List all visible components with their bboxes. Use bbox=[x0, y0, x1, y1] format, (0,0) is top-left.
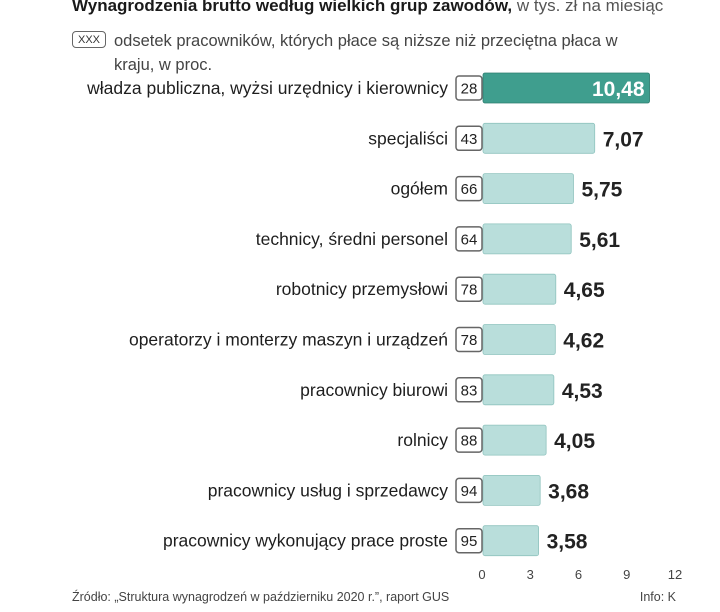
bar bbox=[481, 473, 543, 508]
x-tick-label: 12 bbox=[668, 567, 682, 582]
bar-outline bbox=[482, 223, 572, 255]
percent-label: 94 bbox=[461, 483, 478, 500]
value-label: 4,53 bbox=[562, 380, 603, 403]
legend-text: odsetek pracowników, których płace są ni… bbox=[114, 32, 618, 74]
percent-box bbox=[455, 427, 483, 453]
bar-outline bbox=[482, 474, 541, 506]
x-tick-label: 9 bbox=[623, 567, 630, 582]
bar bbox=[481, 322, 558, 357]
percent-label: 66 bbox=[461, 181, 478, 198]
category-label: władza publiczna, wyżsi urzędnicy i kier… bbox=[86, 78, 448, 98]
value-label: 7,07 bbox=[603, 128, 644, 151]
percent-box bbox=[455, 226, 483, 252]
chart-title-bold: Wynagrodzenia brutto według wielkich gru… bbox=[72, 0, 513, 15]
percent-label: 78 bbox=[461, 332, 478, 349]
credit-note: Info: K bbox=[639, 590, 676, 604]
percent-label: 78 bbox=[461, 282, 478, 299]
percent-label: 95 bbox=[461, 533, 478, 550]
percent-label: 88 bbox=[461, 433, 478, 450]
bar-outline bbox=[482, 525, 539, 557]
value-label: 3,68 bbox=[548, 480, 589, 503]
value-label: 3,58 bbox=[547, 531, 588, 554]
legend-box-sample: XXX bbox=[72, 31, 106, 48]
value-label: 4,62 bbox=[563, 330, 604, 353]
bar-outline bbox=[482, 273, 557, 305]
category-label: ogółem bbox=[391, 179, 448, 199]
percent-label: 43 bbox=[461, 131, 478, 148]
bar-outline bbox=[482, 173, 574, 205]
percent-label: 28 bbox=[461, 81, 478, 98]
category-label: pracownicy usług i sprzedawcy bbox=[208, 480, 448, 500]
bar bbox=[481, 272, 558, 307]
bar-outline bbox=[482, 324, 556, 355]
value-label: 5,75 bbox=[581, 179, 622, 202]
source-note: Źródło: „Struktura wynagrodzeń w paździe… bbox=[72, 590, 450, 604]
percent-box bbox=[455, 175, 483, 202]
bar-outline bbox=[482, 72, 650, 104]
value-label: 5,61 bbox=[579, 229, 620, 252]
category-label: specjaliści bbox=[368, 128, 448, 148]
percent-box bbox=[455, 276, 483, 302]
category-label: operatorzy i monterzy maszyn i urządzeń bbox=[129, 330, 448, 350]
bar bbox=[481, 121, 597, 156]
value-label: 10,48 bbox=[592, 78, 645, 101]
percent-box bbox=[455, 377, 483, 403]
percent-box bbox=[455, 527, 483, 554]
category-label: rolnicy bbox=[397, 430, 448, 450]
x-tick-label: 3 bbox=[527, 567, 534, 582]
chart-title-unit: w tys. zł na miesiąc bbox=[512, 0, 664, 15]
bar bbox=[481, 221, 574, 256]
percent-box bbox=[455, 326, 483, 353]
category-label: technicy, średni personel bbox=[256, 229, 448, 249]
bar-outline bbox=[482, 374, 555, 406]
category-label: robotnicy przemysłowi bbox=[276, 279, 448, 299]
bar bbox=[481, 423, 549, 458]
percent-label: 83 bbox=[461, 382, 478, 399]
x-tick-label: 6 bbox=[575, 567, 582, 582]
x-tick-label: 0 bbox=[478, 567, 485, 582]
bar bbox=[481, 171, 576, 206]
percent-box bbox=[455, 75, 483, 101]
bar bbox=[481, 372, 556, 407]
bar-outline bbox=[482, 122, 596, 154]
percent-box bbox=[455, 125, 483, 152]
category-label: pracownicy wykonujący prace proste bbox=[163, 531, 448, 551]
value-label: 4,05 bbox=[554, 430, 595, 453]
category-label: pracownicy biurowi bbox=[300, 380, 448, 400]
chart-title: Wynagrodzenia brutto według wielkich gru… bbox=[72, 0, 663, 16]
value-label: 4,65 bbox=[564, 279, 605, 302]
percent-label: 64 bbox=[461, 231, 478, 248]
bar-outline bbox=[482, 424, 547, 456]
bar bbox=[481, 523, 541, 558]
percent-box bbox=[455, 477, 483, 504]
